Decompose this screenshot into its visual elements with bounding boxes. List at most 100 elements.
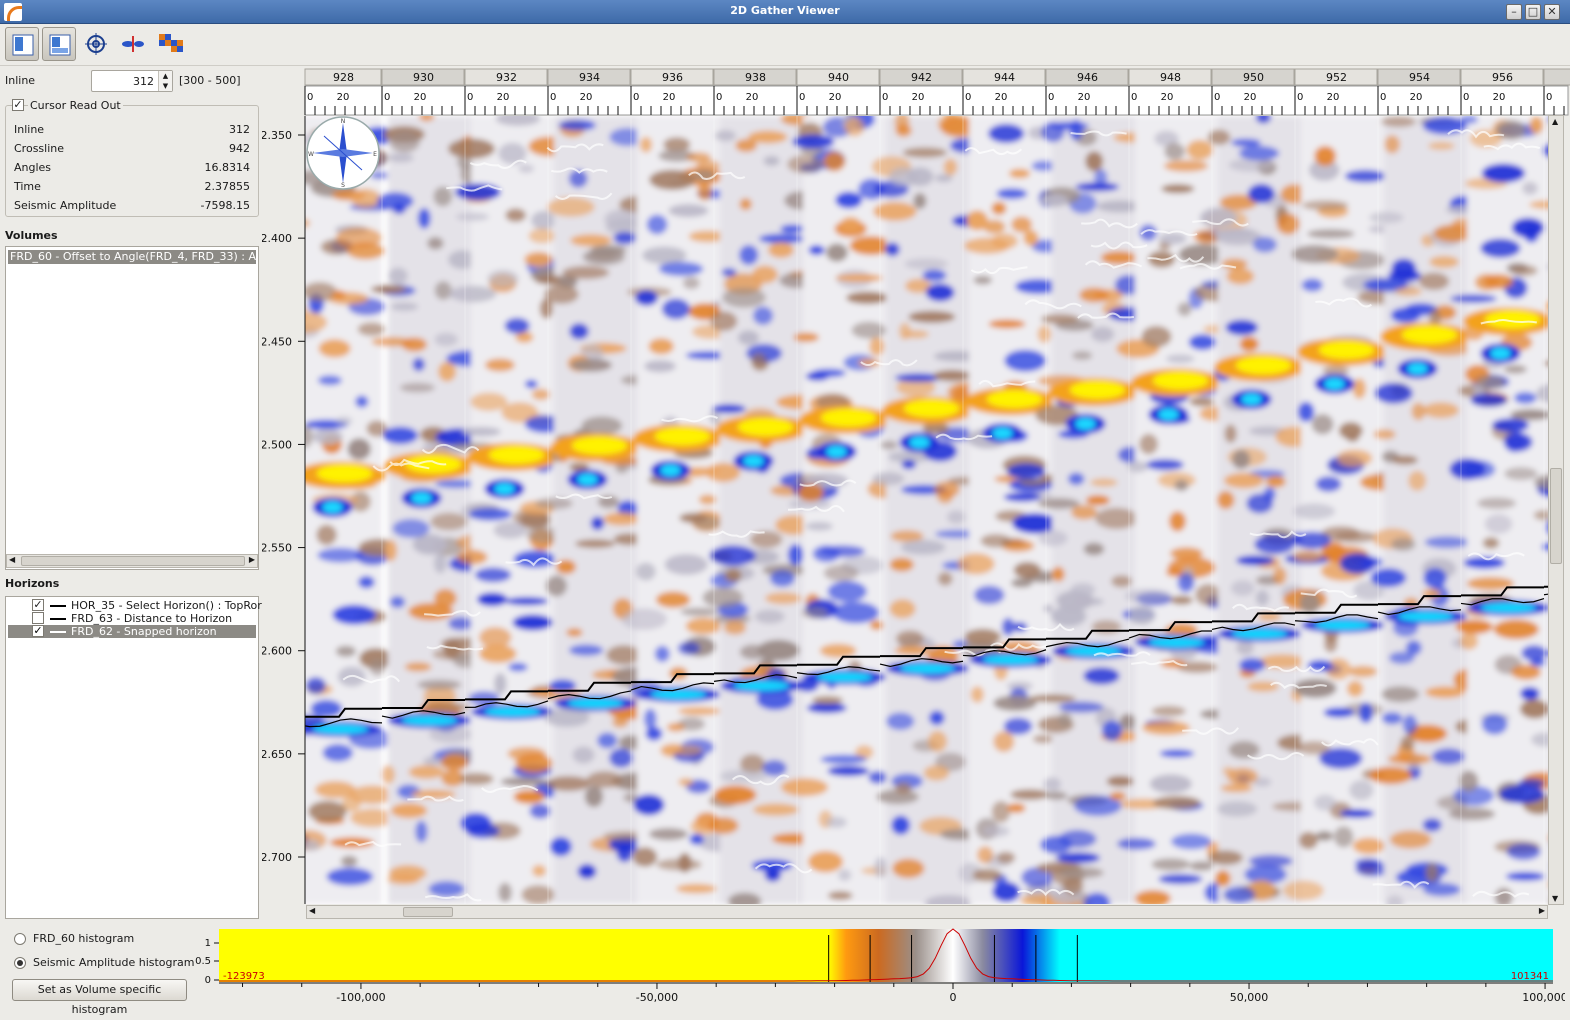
horizon-item[interactable]: ✓ HOR_35 - Select Horizon() : TopRor [8,599,256,612]
seismic-event [1208,130,1231,145]
seismic-event [886,713,914,731]
seismic-event [435,480,477,489]
seismic-event [974,276,992,285]
seismic-event [902,460,916,470]
offset-zero-label: 0 [1048,92,1054,103]
horizons-list[interactable]: ✓ HOR_35 - Select Horizon() : TopRor FRD… [5,596,259,919]
seismic-event [891,816,910,835]
inline-spinbox[interactable]: 312 ▲▼ [91,70,173,92]
volume-item[interactable]: FRD_60 - Offset to Angle(FRD_4, FRD_33) … [8,250,256,264]
seismic-event [1293,550,1323,562]
seismic-event [1316,831,1333,841]
horizon-checkbox[interactable]: ✓ [32,599,44,611]
volumes-list[interactable]: FRD_60 - Offset to Angle(FRD_4, FRD_33) … [5,246,259,570]
spin-arrows-icon[interactable]: ▲▼ [158,71,172,91]
seismic-event [808,851,843,872]
seismic-event [1348,666,1377,678]
seismic-event [570,234,611,246]
seismic-event [1353,378,1366,399]
seismic-event [355,396,368,408]
horizon-item[interactable]: FRD_63 - Distance to Horizon [8,612,256,625]
seismic-event [1158,874,1202,884]
horizon-item[interactable]: ✓ FRD_62 - Snapped horizon [8,625,256,638]
time-label: 2.550 [262,542,292,555]
seismic-event [1297,741,1330,755]
seismic-event [1249,855,1293,867]
seismic-event [1161,184,1194,193]
horizons-title: Horizons [5,577,59,590]
scroll-thumb[interactable] [21,556,245,566]
scroll-left-icon[interactable]: ◀ [9,555,15,564]
crossline-label: 956 [1492,71,1513,84]
set-volume-histogram-button[interactable]: Set as Volume specific histogram [12,979,187,1001]
horizontal-scrollbar[interactable]: ◀ ▶ [306,905,1548,919]
seismic-event [578,864,597,879]
offset-zero-label: 0 [1380,92,1386,103]
vscroll-thumb[interactable] [1550,468,1562,564]
seismic-event [455,184,501,201]
volumes-scrollbar[interactable]: ◀ ▶ [6,554,258,568]
seismic-event [725,569,742,582]
readout-row: Seismic Amplitude-7598.15 [14,199,250,215]
color-blocks-button[interactable] [153,27,187,61]
scroll-right-icon[interactable]: ▶ [249,555,255,564]
seismic-event [901,540,946,555]
seismic-event [832,602,879,624]
seismic-event [1277,213,1300,234]
close-icon[interactable]: ✕ [1544,4,1560,20]
seismic-event [590,245,626,255]
horizon-event-core [1398,611,1453,621]
link-button[interactable] [116,27,150,61]
seismic-event [1299,832,1318,849]
seismic-event [1385,135,1400,153]
minimize-icon[interactable]: – [1506,4,1522,20]
colorbar-positive [1071,929,1553,982]
scroll-right-icon[interactable]: ▶ [1539,906,1545,915]
seismic-event [614,232,637,245]
seismic-event [844,118,864,137]
link-icon [121,32,145,56]
seismic-event [371,285,407,293]
amplitude-histogram-radio[interactable] [14,957,26,969]
seismic-event [659,262,704,276]
scroll-left-icon[interactable]: ◀ [309,906,315,915]
seismic-event [1178,302,1192,316]
view-layout-2-button[interactable] [42,27,76,61]
seismic-event [971,686,984,703]
scroll-up-icon[interactable]: ▲ [1552,117,1558,126]
seismic-event [566,628,582,636]
seismic-event [466,823,499,838]
seismic-event [469,508,512,521]
seismic-event [1152,858,1191,870]
seismic-event [809,245,825,255]
seismic-event [409,765,444,779]
seismic-event [1019,479,1049,487]
seismic-event [535,498,573,510]
seismic-event [559,120,596,131]
seismic-event [656,592,690,608]
horizon-checkbox[interactable] [32,612,44,624]
compass-label: N [341,118,346,125]
seismic-event [1349,780,1373,800]
seismic-event [869,337,884,356]
frd60-histogram-radio[interactable] [14,933,26,945]
view-layout-1-button[interactable] [5,27,39,61]
cursor-readout-checkbox[interactable]: ✓ [12,99,24,111]
crosshair-button[interactable] [79,27,113,61]
seismic-event [679,513,708,523]
hscroll-thumb[interactable] [403,907,453,917]
scroll-down-icon[interactable]: ▼ [1552,894,1558,903]
crossline-label: 944 [994,71,1015,84]
crossline-cell [1544,69,1570,85]
offset-label: 20 [1078,92,1091,103]
seismic-event [347,242,385,259]
seismic-event [388,153,414,162]
horizon-checkbox[interactable]: ✓ [32,625,44,637]
seismic-event [1428,142,1455,150]
maximize-icon[interactable]: □ [1525,4,1541,20]
vertical-scrollbar[interactable]: ▲ ▼ [1548,115,1564,905]
seismic-event [655,646,670,662]
